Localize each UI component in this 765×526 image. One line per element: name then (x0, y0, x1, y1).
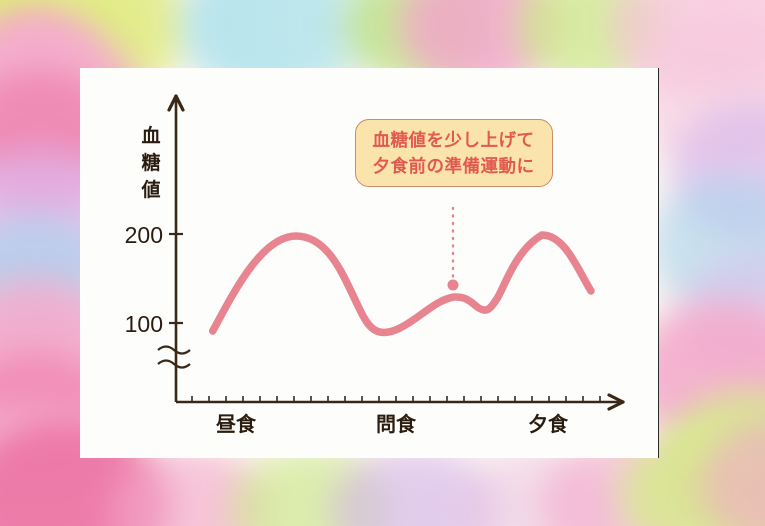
svg-text:200: 200 (125, 222, 163, 248)
svg-text:問食: 問食 (376, 412, 417, 436)
svg-text:値: 値 (140, 179, 160, 201)
svg-text:100: 100 (125, 311, 163, 337)
svg-text:夕食: 夕食 (528, 412, 569, 436)
svg-text:糖: 糖 (141, 151, 160, 174)
svg-text:昼食: 昼食 (216, 412, 257, 436)
svg-text:血: 血 (141, 124, 160, 147)
